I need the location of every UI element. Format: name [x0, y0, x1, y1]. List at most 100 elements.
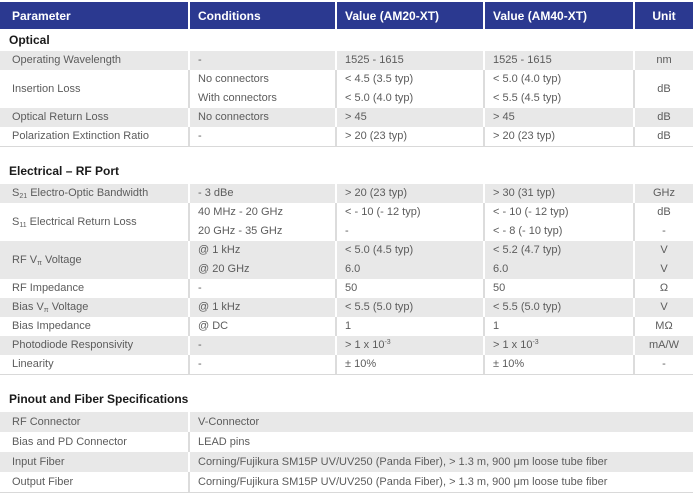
cell-line: Ω — [659, 282, 669, 294]
table-row: Operating Wavelength - 1525 - 1615 1525 - 1… — [0, 51, 693, 70]
cell-line: > 1 x 10-3 — [493, 339, 539, 351]
cell-line: < 5.0 (4.5 typ) — [345, 244, 414, 256]
cell-line: Insertion Loss — [12, 82, 81, 95]
cell-line: V — [660, 301, 668, 313]
cell-line: RF Vπ Voltage — [12, 253, 82, 267]
span-value-cell: Corning/Fujikura SM15P UV/UV250 (Panda F… — [188, 472, 693, 492]
section-rows: RF Connector V-Connector Bias and PD Conne… — [0, 412, 693, 493]
span-value-cell: LEAD pins — [188, 432, 693, 452]
cell-line: dB — [657, 130, 671, 142]
cell-line: With connectors — [198, 92, 277, 104]
value-am40-cell: < 5.0 (4.0 typ) < 5.5 (4.5 typ) — [483, 70, 633, 108]
cell-line: RF Impedance — [12, 282, 85, 294]
value-am20-cell: > 45 — [335, 108, 483, 127]
header-cell-conditions: Conditions — [188, 2, 335, 29]
cell-line: > 30 (31 typ) — [493, 187, 556, 199]
cell-line: V — [660, 244, 668, 256]
parameter-cell: Output Fiber — [0, 472, 188, 492]
value-am20-cell: < - 10 (- 12 typ) - — [335, 203, 483, 241]
cell-line: Corning/Fujikura SM15P UV/UV250 (Panda F… — [198, 476, 608, 488]
cell-line: > 20 (23 typ) — [345, 130, 408, 142]
cell-line: Bias Impedance — [12, 320, 91, 332]
cell-line: MΩ — [655, 320, 673, 332]
cell-line: 1525 - 1615 — [493, 54, 552, 66]
cell-line: @ 1 kHz — [198, 244, 241, 256]
cell-line: 6.0 — [493, 263, 509, 275]
cell-line: @ 1 kHz — [198, 301, 241, 313]
spec-section: Electrical – RF Port S21 Electro-Optic Ba… — [0, 147, 693, 375]
unit-cell: dB - — [633, 203, 693, 241]
parameter-cell: Insertion Loss — [0, 70, 188, 108]
cell-line: > 20 (23 typ) — [493, 130, 556, 142]
cell-line: < 5.2 (4.7 typ) — [493, 244, 562, 256]
value-am40-cell: > 30 (31 typ) — [483, 184, 633, 203]
cell-line: > 45 — [493, 111, 515, 123]
cell-line: ± 10% — [345, 358, 377, 370]
cell-line: < - 8 (- 10 typ) — [493, 225, 563, 237]
cell-line: Photodiode Responsivity — [12, 339, 134, 351]
table-row: Bias and PD Connector LEAD pins — [0, 432, 693, 452]
parameter-cell: RF Vπ Voltage — [0, 241, 188, 279]
value-am20-cell: < 5.5 (5.0 typ) — [335, 298, 483, 317]
cell-line: 1 — [345, 320, 352, 332]
cell-line: 40 MHz - 20 GHz — [198, 206, 283, 218]
table-row: Optical Return Loss No connectors > 45 > 45… — [0, 108, 693, 127]
section-title: Electrical – RF Port — [9, 164, 120, 178]
unit-cell: dB — [633, 127, 693, 146]
conditions-cell: - — [188, 279, 335, 298]
cell-line: > 20 (23 typ) — [345, 187, 408, 199]
table-row: Insertion Loss No connectors With connecto… — [0, 70, 693, 108]
conditions-cell: - — [188, 51, 335, 70]
value-am40-cell: ± 10% — [483, 355, 633, 374]
cell-line: No connectors — [198, 111, 269, 123]
cell-line: S11 Electrical Return Loss — [12, 215, 137, 229]
table-row: Linearity - ± 10% ± 10% - — [0, 355, 693, 374]
section-rows: Operating Wavelength - 1525 - 1615 1525 - 1… — [0, 51, 693, 147]
cell-line: < - 10 (- 12 typ) — [493, 206, 569, 218]
header-cell-value-am40: Value (AM40-XT) — [483, 2, 633, 29]
cell-line: - — [198, 54, 202, 66]
cell-line: Bias Vπ Voltage — [12, 301, 89, 314]
parameter-cell: Linearity — [0, 355, 188, 374]
cell-line: Optical Return Loss — [12, 111, 109, 123]
table-row: Output Fiber Corning/Fujikura SM15P UV/UV… — [0, 472, 693, 492]
cell-line: 50 — [493, 282, 506, 294]
cell-line: Polarization Extinction Ratio — [12, 130, 149, 142]
cell-line: @ DC — [198, 320, 229, 332]
table-row: S21 Electro-Optic Bandwidth - 3 dBe > 20 (… — [0, 184, 693, 203]
conditions-cell: - — [188, 336, 335, 355]
unit-cell: nm — [633, 51, 693, 70]
cell-line: GHz — [653, 187, 675, 199]
unit-cell: mA/W — [633, 336, 693, 355]
cell-line: - — [198, 339, 202, 351]
header-cell-parameter: Parameter — [12, 8, 71, 23]
cell-line: 1 — [493, 320, 500, 332]
unit-cell: dB — [633, 70, 693, 108]
value-am40-cell: < - 10 (- 12 typ) < - 8 (- 10 typ) — [483, 203, 633, 241]
cell-line: No connectors — [198, 73, 269, 85]
cell-line: < 5.0 (4.0 typ) — [493, 73, 562, 85]
cell-line: < 5.5 (5.0 typ) — [345, 301, 414, 313]
spec-section: Optical Operating Wavelength - 1525 - 1615 1… — [0, 29, 693, 147]
spec-section: Pinout and Fiber Specifications RF Connec… — [0, 375, 693, 493]
section-title: Pinout and Fiber Specifications — [9, 392, 189, 406]
value-am20-cell: > 20 (23 typ) — [335, 127, 483, 146]
unit-cell: MΩ — [633, 317, 693, 336]
parameter-cell: Input Fiber — [0, 452, 188, 472]
cell-line: dB — [657, 82, 671, 95]
conditions-cell: - — [188, 127, 335, 146]
header-cell-unit: Unit — [633, 2, 693, 29]
cell-line: V-Connector — [198, 416, 260, 428]
cell-line: LEAD pins — [198, 436, 250, 448]
cell-line: Operating Wavelength — [12, 54, 122, 66]
section-rows: S21 Electro-Optic Bandwidth - 3 dBe > 20 (… — [0, 184, 693, 375]
cell-line: 20 GHz - 35 GHz — [198, 225, 283, 237]
span-value-cell: Corning/Fujikura SM15P UV/UV250 (Panda F… — [188, 452, 693, 472]
unit-cell: Ω — [633, 279, 693, 298]
parameter-cell: Photodiode Responsivity — [0, 336, 188, 355]
value-am20-cell: < 4.5 (3.5 typ) < 5.0 (4.0 typ) — [335, 70, 483, 108]
table-row: Polarization Extinction Ratio - > 20 (23 t… — [0, 127, 693, 146]
